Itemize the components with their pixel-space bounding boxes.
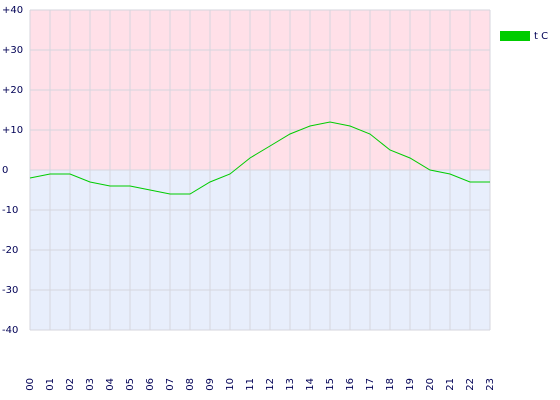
y-tick-label: +10 [2, 125, 23, 136]
y-tick-label: -30 [2, 285, 18, 296]
x-tick-label: 20 [425, 378, 436, 391]
y-tick-label: 0 [2, 165, 8, 176]
legend-swatch [500, 31, 530, 41]
x-tick-label: 02 [65, 378, 76, 391]
x-tick-label: 10 [225, 378, 236, 391]
x-tick-label: 16 [345, 378, 356, 391]
x-tick-label: 05 [125, 378, 136, 391]
x-tick-label: 19 [405, 378, 416, 391]
x-tick-label: 21 [445, 378, 456, 391]
x-tick-label: 04 [105, 378, 116, 391]
x-tick-label: 14 [305, 378, 316, 391]
y-tick-label: +30 [2, 45, 23, 56]
series-line [29, 121, 490, 195]
y-tick-label: -20 [2, 245, 18, 256]
x-tick-label: 23 [485, 378, 496, 391]
y-tick-label: -10 [2, 205, 18, 216]
x-tick-label: 01 [45, 378, 56, 391]
x-tick-label: 18 [385, 378, 396, 391]
x-tick-label: 00 [25, 378, 36, 391]
x-tick-label: 22 [465, 378, 476, 391]
x-tick-label: 07 [165, 378, 176, 391]
y-tick-label: -40 [2, 325, 18, 336]
y-tick-label: +40 [2, 5, 23, 16]
legend-label: t C [534, 31, 548, 42]
x-tick-label: 11 [245, 378, 256, 391]
x-tick-label: 15 [325, 378, 336, 391]
x-tick-label: 17 [365, 378, 376, 391]
x-tick-label: 09 [205, 378, 216, 391]
x-tick-label: 13 [285, 378, 296, 391]
x-tick-label: 12 [265, 378, 276, 391]
x-tick-label: 06 [145, 378, 156, 391]
x-tick-label: 08 [185, 378, 196, 391]
y-tick-label: +20 [2, 85, 23, 96]
x-tick-label: 03 [85, 378, 96, 391]
